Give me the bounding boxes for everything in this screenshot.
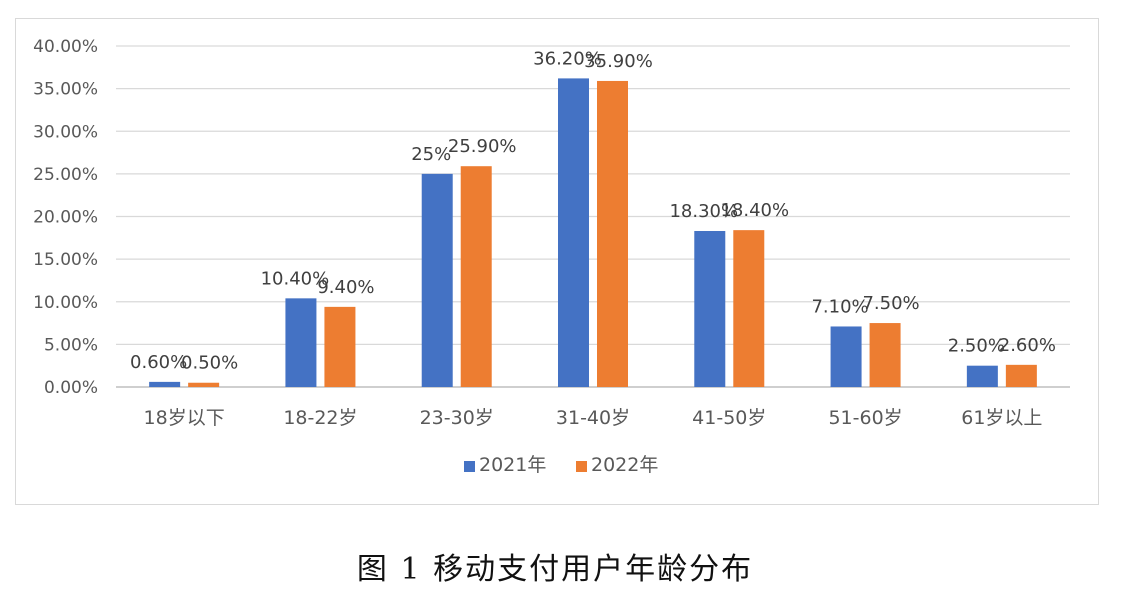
data-label: 18.40%	[720, 200, 789, 221]
data-label: 7.10%	[811, 296, 868, 317]
y-axis-tick-labels: 0.00% 5.00% 10.00% 15.00% 20.00% 25.00% 30.00%…	[33, 37, 98, 398]
y-tick-label: 5.00%	[44, 335, 98, 355]
y-tick-label: 0.00%	[44, 378, 98, 398]
data-label: 25.90%	[448, 136, 517, 157]
bar-series1	[694, 230, 726, 387]
bar-series2	[733, 230, 765, 387]
bar-series1	[149, 381, 181, 387]
bar-series1	[558, 78, 589, 388]
bar-series2	[597, 80, 628, 387]
data-label: 0.60%	[130, 352, 187, 373]
y-tick-label: 35.00%	[33, 80, 98, 100]
legend-label: 2022年	[591, 454, 658, 476]
y-tick-label: 20.00%	[33, 208, 98, 228]
x-category-label: 41-50岁	[692, 407, 766, 429]
bar-series2	[869, 323, 901, 387]
x-category-label: 18岁以下	[144, 407, 225, 429]
x-category-label: 61岁以上	[961, 407, 1042, 429]
bar-series1	[285, 298, 317, 387]
y-tick-label: 25.00%	[33, 165, 98, 185]
bar-series1	[421, 173, 453, 387]
data-label: 35.90%	[584, 51, 653, 72]
x-category-label: 23-30岁	[420, 407, 494, 429]
data-label: 36.20%	[533, 48, 602, 69]
bar-series1	[830, 326, 862, 387]
legend-swatch	[576, 461, 587, 472]
data-label: 9.40%	[317, 277, 374, 298]
data-label: 25%	[411, 144, 451, 165]
legend-swatch	[464, 461, 475, 472]
data-label: 2.60%	[999, 335, 1056, 356]
bar-series2	[188, 382, 220, 387]
data-label: 0.50%	[181, 353, 238, 374]
figure-caption: 图 1 移动支付用户年龄分布	[356, 552, 754, 587]
legend-label: 2021年	[479, 454, 546, 476]
chart-area	[15, 18, 1099, 505]
x-category-label: 51-60岁	[828, 407, 902, 429]
bar-series2	[460, 166, 492, 387]
x-category-label: 31-40岁	[556, 407, 630, 429]
data-label: 7.50%	[862, 293, 919, 314]
data-label: 10.40%	[261, 268, 330, 289]
legend: 2021年 2022年	[464, 454, 658, 476]
y-tick-label: 40.00%	[33, 37, 98, 57]
bar-series1	[966, 365, 998, 387]
y-tick-label: 30.00%	[33, 122, 98, 142]
bars	[149, 78, 1037, 388]
x-axis-category-labels: 18岁以下 18-22岁 23-30岁 31-40岁 41-50岁 51-60岁 61岁以上	[144, 407, 1043, 429]
data-label: 18.30%	[669, 201, 738, 222]
data-labels: 0.60%0.50% 10.40%9.40% 25%25.90% 36.20%35.9…	[130, 48, 1056, 373]
x-category-label: 18-22岁	[283, 407, 357, 429]
bar-series2	[1005, 364, 1037, 387]
bar-series2	[324, 306, 356, 387]
y-tick-label: 15.00%	[33, 250, 98, 270]
gridlines	[116, 45, 1070, 388]
data-label: 2.50%	[948, 336, 1005, 357]
y-tick-label: 10.00%	[33, 293, 98, 313]
